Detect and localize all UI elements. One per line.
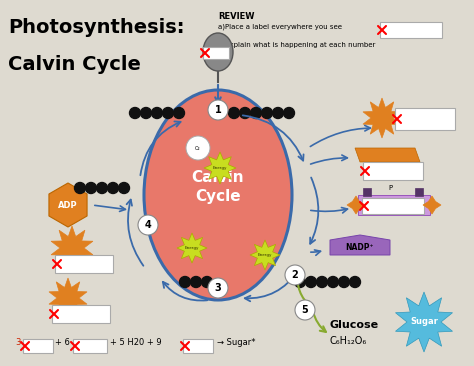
Circle shape — [163, 108, 173, 119]
Circle shape — [262, 108, 273, 119]
Text: C₆H₁₂O₆: C₆H₁₂O₆ — [330, 336, 367, 346]
Polygon shape — [177, 233, 207, 263]
Polygon shape — [395, 292, 453, 352]
Circle shape — [349, 276, 361, 288]
Circle shape — [285, 265, 305, 285]
Polygon shape — [51, 226, 93, 270]
Polygon shape — [49, 278, 87, 318]
Circle shape — [138, 215, 158, 235]
Text: NADP⁺: NADP⁺ — [346, 243, 374, 253]
Text: P: P — [388, 185, 392, 191]
Polygon shape — [204, 152, 236, 184]
FancyBboxPatch shape — [73, 339, 107, 353]
Polygon shape — [49, 183, 87, 227]
Text: + 5 H20 + 9: + 5 H20 + 9 — [110, 338, 162, 347]
Circle shape — [306, 276, 317, 288]
Circle shape — [228, 108, 239, 119]
Text: Sugar: Sugar — [410, 317, 438, 326]
Polygon shape — [363, 98, 401, 138]
FancyBboxPatch shape — [362, 198, 424, 214]
Circle shape — [208, 100, 228, 120]
Text: Energy: Energy — [258, 253, 272, 257]
FancyBboxPatch shape — [55, 255, 113, 273]
Ellipse shape — [144, 90, 292, 300]
Circle shape — [283, 108, 294, 119]
FancyBboxPatch shape — [363, 162, 423, 180]
Text: 2: 2 — [292, 270, 298, 280]
Circle shape — [85, 183, 97, 194]
Circle shape — [97, 183, 108, 194]
Circle shape — [173, 108, 184, 119]
Text: b)Explain what is happening at each number: b)Explain what is happening at each numb… — [218, 42, 375, 49]
Text: Energy: Energy — [185, 246, 199, 250]
Circle shape — [186, 136, 210, 160]
Circle shape — [74, 183, 85, 194]
Text: Calvin Cycle: Calvin Cycle — [8, 55, 141, 74]
Text: 4: 4 — [145, 220, 151, 230]
Circle shape — [317, 276, 328, 288]
FancyBboxPatch shape — [380, 22, 442, 38]
Circle shape — [201, 276, 212, 288]
Circle shape — [129, 108, 140, 119]
FancyBboxPatch shape — [363, 188, 371, 196]
Circle shape — [273, 108, 283, 119]
Polygon shape — [250, 240, 280, 270]
Circle shape — [191, 276, 201, 288]
FancyBboxPatch shape — [395, 108, 455, 130]
FancyBboxPatch shape — [415, 188, 423, 196]
Text: a)Place a label everywhere you see: a)Place a label everywhere you see — [218, 24, 342, 30]
FancyBboxPatch shape — [52, 305, 110, 323]
Circle shape — [294, 276, 306, 288]
Circle shape — [328, 276, 338, 288]
FancyBboxPatch shape — [183, 339, 213, 353]
Ellipse shape — [203, 33, 233, 71]
Text: 3: 3 — [215, 283, 221, 293]
Text: Calvin
Cycle: Calvin Cycle — [191, 170, 244, 204]
FancyBboxPatch shape — [203, 47, 229, 59]
Text: + 6: + 6 — [55, 338, 70, 347]
Polygon shape — [423, 196, 441, 214]
Circle shape — [108, 183, 118, 194]
Circle shape — [140, 108, 152, 119]
Circle shape — [239, 108, 250, 119]
Text: REVIEW: REVIEW — [218, 12, 255, 21]
FancyBboxPatch shape — [23, 339, 53, 353]
Polygon shape — [355, 148, 420, 162]
Circle shape — [208, 278, 228, 298]
Text: ADP: ADP — [58, 201, 78, 209]
Circle shape — [180, 276, 191, 288]
Circle shape — [118, 183, 129, 194]
Circle shape — [338, 276, 349, 288]
Polygon shape — [347, 196, 365, 214]
FancyBboxPatch shape — [358, 195, 430, 215]
Circle shape — [250, 108, 262, 119]
Text: 3: 3 — [15, 338, 20, 347]
Text: Photosynthesis:: Photosynthesis: — [8, 18, 184, 37]
Circle shape — [152, 108, 163, 119]
Text: 1: 1 — [215, 105, 221, 115]
Circle shape — [295, 300, 315, 320]
Text: 5: 5 — [301, 305, 309, 315]
Text: Glucose: Glucose — [330, 320, 379, 330]
Text: → Sugar*: → Sugar* — [217, 338, 255, 347]
Polygon shape — [330, 235, 390, 255]
Text: O₂: O₂ — [195, 146, 201, 150]
Text: Energy: Energy — [213, 166, 227, 170]
